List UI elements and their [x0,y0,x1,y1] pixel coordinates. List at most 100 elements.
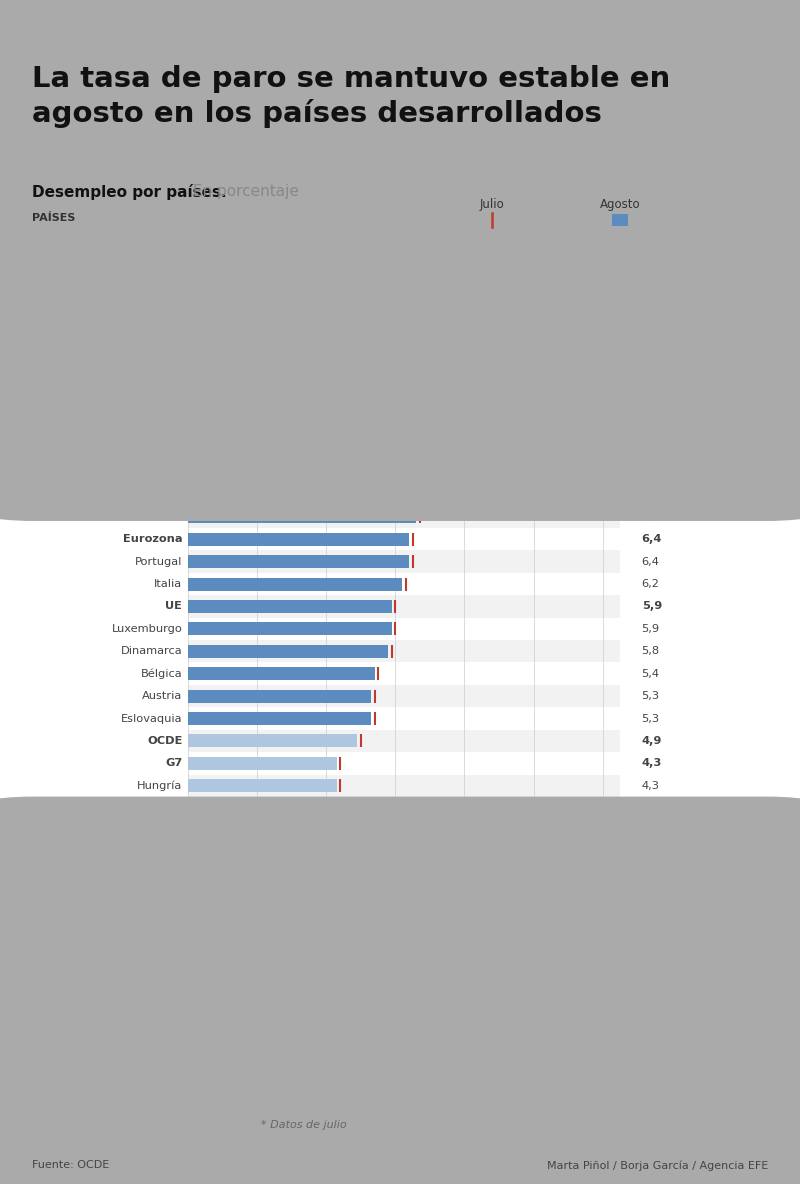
Text: 2,6: 2,6 [642,1028,659,1037]
Bar [188,663,620,684]
Text: España: España [141,243,182,253]
Bar [188,864,620,887]
Bar [188,465,430,478]
Text: México: México [142,1005,182,1015]
Text: Agosto: Agosto [600,198,640,211]
Text: Francia: Francia [142,445,182,455]
Bar [188,684,620,707]
Bar [188,824,333,837]
Bar [188,242,578,255]
Text: 7,5: 7,5 [642,445,660,455]
Text: Rep. de Corea: Rep. de Corea [102,1094,182,1105]
Bar [188,869,326,882]
Bar [188,959,295,971]
Text: 8,6: 8,6 [642,310,659,320]
Text: 3,3: 3,3 [642,938,660,947]
Bar [188,932,620,954]
Text: 5,9: 5,9 [642,624,660,633]
Bar [188,506,620,528]
Text: 5,4: 5,4 [642,669,659,678]
Text: Irlanda: Irlanda [142,803,182,813]
Bar [188,393,620,416]
Text: 5,3: 5,3 [642,691,660,701]
Text: Estonia: Estonia [141,400,182,410]
Bar [188,779,337,792]
Bar [188,802,337,815]
Bar [188,707,620,729]
Bar [188,1043,620,1066]
Text: 7,9: 7,9 [642,400,660,410]
Bar [188,998,620,1021]
Text: Lituania: Lituania [137,423,182,432]
Bar [188,1003,285,1016]
Bar [188,819,620,842]
Text: 5,8: 5,8 [642,646,660,656]
Bar [188,327,620,349]
Text: OCDE: OCDE [147,736,182,746]
Text: Austria: Austria [142,691,182,701]
Bar [188,533,409,546]
Text: Alemania: Alemania [129,915,182,925]
Bar [188,1048,278,1061]
Text: Colombia: Colombia [129,265,182,276]
Bar [188,438,620,461]
Text: 2,5: 2,5 [642,1072,659,1082]
Text: Luxemburgo: Luxemburgo [111,624,182,633]
Bar [188,734,358,747]
Bar [188,510,416,523]
Text: 6,2: 6,2 [642,579,659,590]
Bar [188,1066,620,1088]
Text: 8,3: 8,3 [642,355,660,365]
Text: Suecia: Suecia [145,355,182,365]
Bar [188,596,620,618]
Text: Hungría: Hungría [137,780,182,791]
Text: UE: UE [166,601,182,611]
Bar [188,420,461,433]
Bar [188,573,620,596]
Text: Estados Unidos: Estados Unidos [95,848,182,858]
Text: Australia: Australia [132,825,182,836]
Bar [188,976,620,998]
Bar [188,954,620,976]
Bar [188,1070,274,1083]
Bar [188,377,471,388]
Text: 7,9: 7,9 [642,423,660,432]
Bar [188,287,516,300]
Text: 5,3: 5,3 [642,714,660,723]
Bar [188,980,288,993]
Bar [188,757,337,770]
Text: Italia: Italia [154,579,182,590]
Text: Marta Piñol / Borja García / Agencia EFE: Marta Piñol / Borja García / Agencia EFE [546,1160,768,1171]
Bar [188,309,486,322]
Bar [188,1093,271,1106]
Bar [188,416,620,438]
Text: 6,4: 6,4 [642,534,662,545]
Text: 8,5: 8,5 [642,333,660,342]
Bar [188,349,620,372]
Text: 2,4: 2,4 [642,1094,659,1105]
Bar [188,332,482,345]
Bar [188,729,620,752]
Text: En porcentaje: En porcentaje [188,184,299,199]
Text: 4,9: 4,9 [642,736,662,746]
Bar [188,914,309,927]
Text: 2,8: 2,8 [642,1005,659,1015]
Text: Noruega: Noruega [134,870,182,881]
Text: Grecia: Grecia [146,288,182,298]
Bar [188,712,371,725]
Text: Eurozona: Eurozona [122,534,182,545]
Bar [188,887,620,909]
Bar [188,774,620,797]
Text: Israel: Israel [151,1049,182,1060]
Text: Rep.Checa: Rep.Checa [122,1028,182,1037]
Bar [188,668,374,680]
Bar [188,600,392,613]
Bar [188,578,402,591]
Bar [188,842,620,864]
Text: 3,7: 3,7 [642,893,660,902]
Bar [188,443,447,456]
Text: Costa Rica*: Costa Rica* [117,489,182,500]
Text: G7: G7 [165,758,182,768]
Bar [188,551,620,573]
Text: 6,4: 6,4 [642,556,659,567]
